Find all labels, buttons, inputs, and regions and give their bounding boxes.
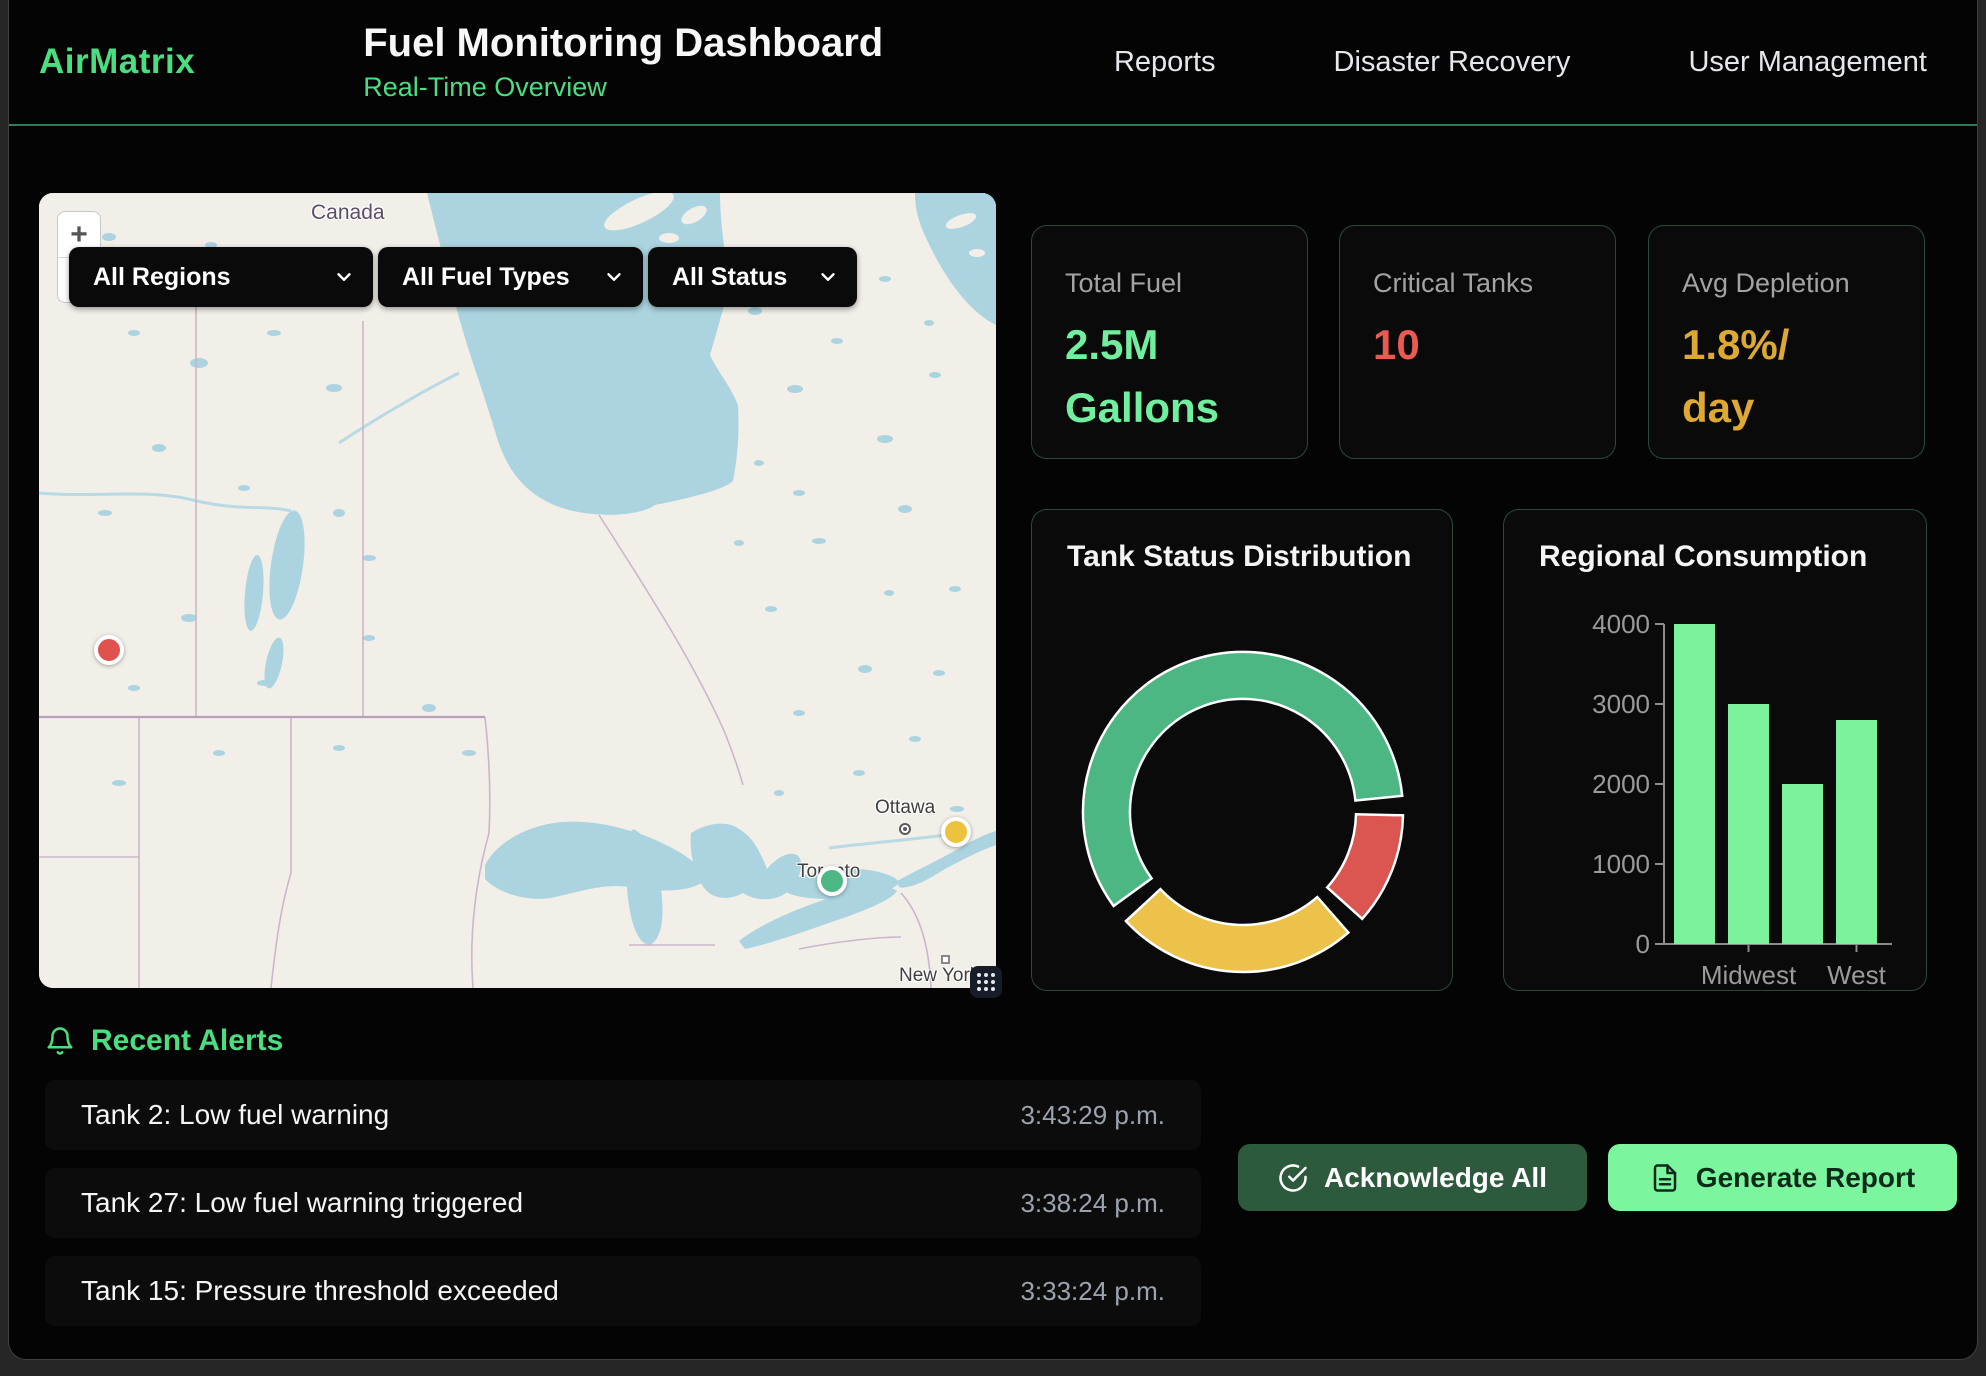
x-tick-label: Midwest (1701, 960, 1797, 990)
regional-consumption-card: Regional Consumption 0 1000 2000 3000 4000 Mi… (1503, 509, 1927, 991)
filter-label: All Fuel Types (402, 263, 570, 292)
stat-card-critical-tanks: Critical Tanks 10 (1339, 225, 1616, 459)
stat-value: 10 (1373, 313, 1595, 376)
donut-segment-warning (1126, 889, 1348, 972)
stat-label: Total Fuel (1065, 268, 1287, 299)
map[interactable]: Canada Ottawa Toronto New York + − All R… (39, 193, 996, 988)
alert-time: 3:43:29 p.m. (1020, 1100, 1165, 1131)
stat-value: 1.8%/day (1682, 313, 1904, 439)
tank-marker-normal[interactable] (817, 866, 847, 896)
bar-1 (1728, 704, 1769, 944)
nav-user-management[interactable]: User Management (1688, 46, 1927, 79)
stat-label: Critical Tanks (1373, 268, 1595, 299)
tank-status-title: Tank Status Distribution (1067, 540, 1411, 574)
tank-marker-critical[interactable] (94, 635, 124, 665)
document-icon (1650, 1163, 1680, 1193)
map-label-ottawa: Ottawa (875, 797, 935, 819)
stat-value: 2.5MGallons (1065, 313, 1287, 439)
generate-report-label: Generate Report (1696, 1162, 1915, 1194)
page-subtitle: Real-Time Overview (363, 72, 883, 103)
page-title: Fuel Monitoring Dashboard (363, 21, 883, 66)
bell-icon (45, 1025, 75, 1057)
stat-card-total-fuel: Total Fuel 2.5MGallons (1031, 225, 1308, 459)
chevron-down-icon (603, 266, 625, 288)
map-label-new-york: New York (899, 965, 979, 987)
filter-all-fuel-types[interactable]: All Fuel Types (378, 247, 643, 307)
check-circle-icon (1278, 1163, 1308, 1193)
map-label-canada: Canada (311, 201, 385, 225)
alert-text: Tank 15: Pressure threshold exceeded (81, 1275, 559, 1307)
map-filters: All Regions All Fuel Types All Status (69, 247, 857, 307)
regional-consumption-title: Regional Consumption (1539, 540, 1867, 574)
acknowledge-all-button[interactable]: Acknowledge All (1238, 1144, 1587, 1211)
nav-disaster-recovery[interactable]: Disaster Recovery (1334, 46, 1571, 79)
header: AirMatrix Fuel Monitoring Dashboard Real… (9, 0, 1977, 126)
stat-label: Avg Depletion (1682, 268, 1904, 299)
main-nav: Reports Disaster Recovery User Management (1114, 46, 1927, 79)
alerts-title: Recent Alerts (91, 1024, 283, 1058)
bar-3 (1836, 720, 1877, 944)
chevron-down-icon (817, 266, 839, 288)
brand-logo: AirMatrix (39, 42, 195, 82)
donut-segment-critical (1327, 814, 1403, 919)
alerts-header: Recent Alerts (45, 1024, 283, 1058)
y-tick-label: 4000 (1592, 609, 1650, 639)
tank-status-donut-chart (1032, 510, 1454, 992)
filter-all-status[interactable]: All Status (648, 247, 857, 307)
filter-all-regions[interactable]: All Regions (69, 247, 373, 307)
bar-0 (1674, 624, 1715, 944)
tank-status-card: Tank Status Distribution (1031, 509, 1453, 991)
y-tick-label: 0 (1636, 929, 1650, 959)
alert-text: Tank 27: Low fuel warning triggered (81, 1187, 523, 1219)
y-tick-label: 1000 (1592, 849, 1650, 879)
tank-marker-warning[interactable] (941, 817, 971, 847)
generate-report-button[interactable]: Generate Report (1608, 1144, 1957, 1211)
regional-consumption-bar-chart: 0 1000 2000 3000 4000 Midwest West (1504, 510, 1928, 992)
bar-2 (1782, 784, 1823, 944)
x-tick-label: West (1827, 960, 1887, 990)
resize-grip-icon[interactable] (970, 966, 1002, 998)
alert-row[interactable]: Tank 27: Low fuel warning triggered 3:38:… (45, 1168, 1201, 1238)
alert-row[interactable]: Tank 15: Pressure threshold exceeded 3:33… (45, 1256, 1201, 1326)
filter-label: All Regions (93, 263, 231, 292)
nav-reports[interactable]: Reports (1114, 46, 1216, 79)
y-tick-label: 2000 (1592, 769, 1650, 799)
alert-row[interactable]: Tank 2: Low fuel warning 3:43:29 p.m. (45, 1080, 1201, 1150)
alert-time: 3:38:24 p.m. (1020, 1188, 1165, 1219)
alert-text: Tank 2: Low fuel warning (81, 1099, 389, 1131)
alert-time: 3:33:24 p.m. (1020, 1276, 1165, 1307)
filter-label: All Status (672, 263, 787, 292)
acknowledge-all-label: Acknowledge All (1324, 1162, 1547, 1194)
y-tick-label: 3000 (1592, 689, 1650, 719)
chevron-down-icon (333, 266, 355, 288)
ottawa-town-icon (899, 823, 911, 835)
stat-card-avg-depletion: Avg Depletion 1.8%/day (1648, 225, 1925, 459)
title-block: Fuel Monitoring Dashboard Real-Time Over… (363, 21, 883, 103)
new-york-town-icon (941, 955, 950, 964)
dashboard-panel: AirMatrix Fuel Monitoring Dashboard Real… (8, 0, 1978, 1360)
